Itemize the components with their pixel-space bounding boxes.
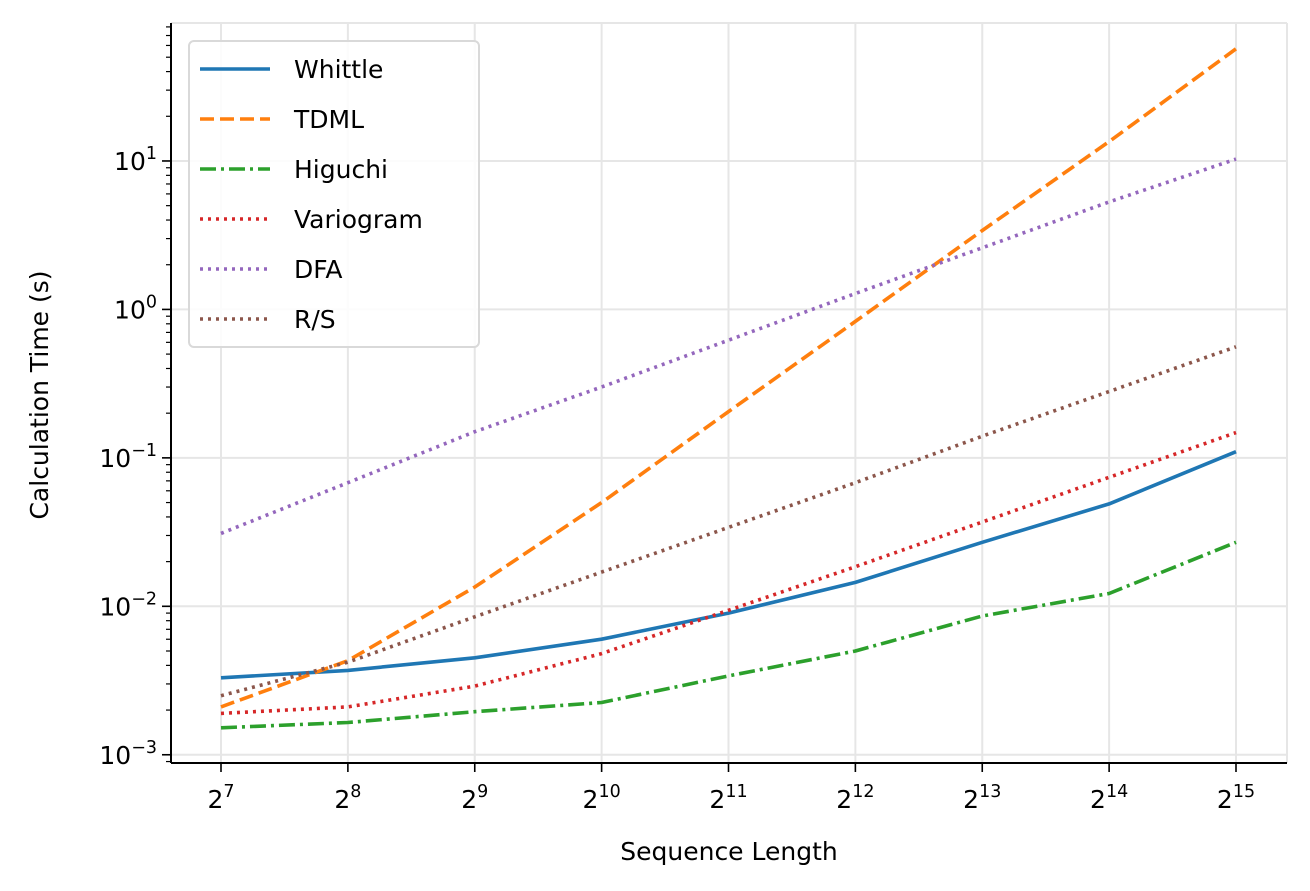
x-tick-label: 29 — [461, 782, 488, 814]
plot-area: 27 28 29 210 211 212 213 214 215 10−3 10−2 10−1 100 1… — [99, 22, 1288, 814]
legend-box — [188, 40, 480, 348]
x-tick-label: 215 — [1217, 782, 1255, 814]
series-line-tdml — [220, 47, 1238, 709]
legend-label: Variogram — [294, 205, 423, 234]
axes — [162, 22, 1288, 772]
series-layer — [220, 47, 1238, 730]
series-line-variogram — [220, 430, 1237, 716]
legend-label: DFA — [294, 255, 342, 284]
legend-label: TDML — [293, 105, 364, 134]
x-tick-label: 28 — [334, 782, 361, 814]
legend: Whittle TDML Higuchi Variogram DFA R/S — [188, 40, 480, 348]
x-tick-label: 213 — [963, 782, 1001, 814]
legend-label: Whittle — [294, 55, 383, 84]
y-axis-label: Calculation Time (s) — [25, 270, 54, 519]
x-axis-label: Sequence Length — [620, 837, 838, 866]
legend-label: Higuchi — [294, 155, 388, 184]
y-tick-label: 100 — [114, 292, 157, 324]
legend-label: R/S — [294, 305, 336, 334]
x-tick-label: 211 — [709, 782, 747, 814]
y-tick-label: 101 — [114, 144, 157, 176]
x-tick-label: 210 — [583, 782, 621, 814]
tick-labels: 27 28 29 210 211 212 213 214 215 10−3 10−2 10−1 100 1… — [99, 144, 1255, 814]
y-tick-label: 10−2 — [99, 589, 157, 621]
x-tick-label: 27 — [207, 782, 234, 814]
x-tick-label: 214 — [1090, 782, 1128, 814]
series-line-r-s — [220, 345, 1237, 698]
y-tick-label: 10−1 — [99, 441, 157, 473]
y-tick-label: 10−3 — [99, 738, 157, 770]
x-tick-label: 212 — [836, 782, 874, 814]
series-line-whittle — [220, 450, 1237, 680]
